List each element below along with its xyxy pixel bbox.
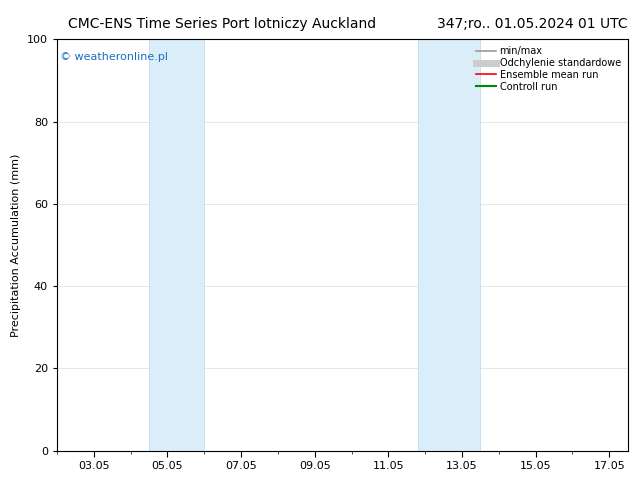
Text: 347;ro.. 01.05.2024 01 UTC: 347;ro.. 01.05.2024 01 UTC: [437, 17, 628, 31]
Legend: min/max, Odchylenie standardowe, Ensemble mean run, Controll run: min/max, Odchylenie standardowe, Ensembl…: [474, 44, 623, 94]
Text: CMC-ENS Time Series Port lotniczy Auckland: CMC-ENS Time Series Port lotniczy Auckla…: [68, 17, 376, 31]
Bar: [149, 39, 204, 451]
Text: © weatheronline.pl: © weatheronline.pl: [60, 51, 168, 62]
Y-axis label: Precipitation Accumulation (mm): Precipitation Accumulation (mm): [11, 153, 22, 337]
Bar: [418, 39, 481, 451]
